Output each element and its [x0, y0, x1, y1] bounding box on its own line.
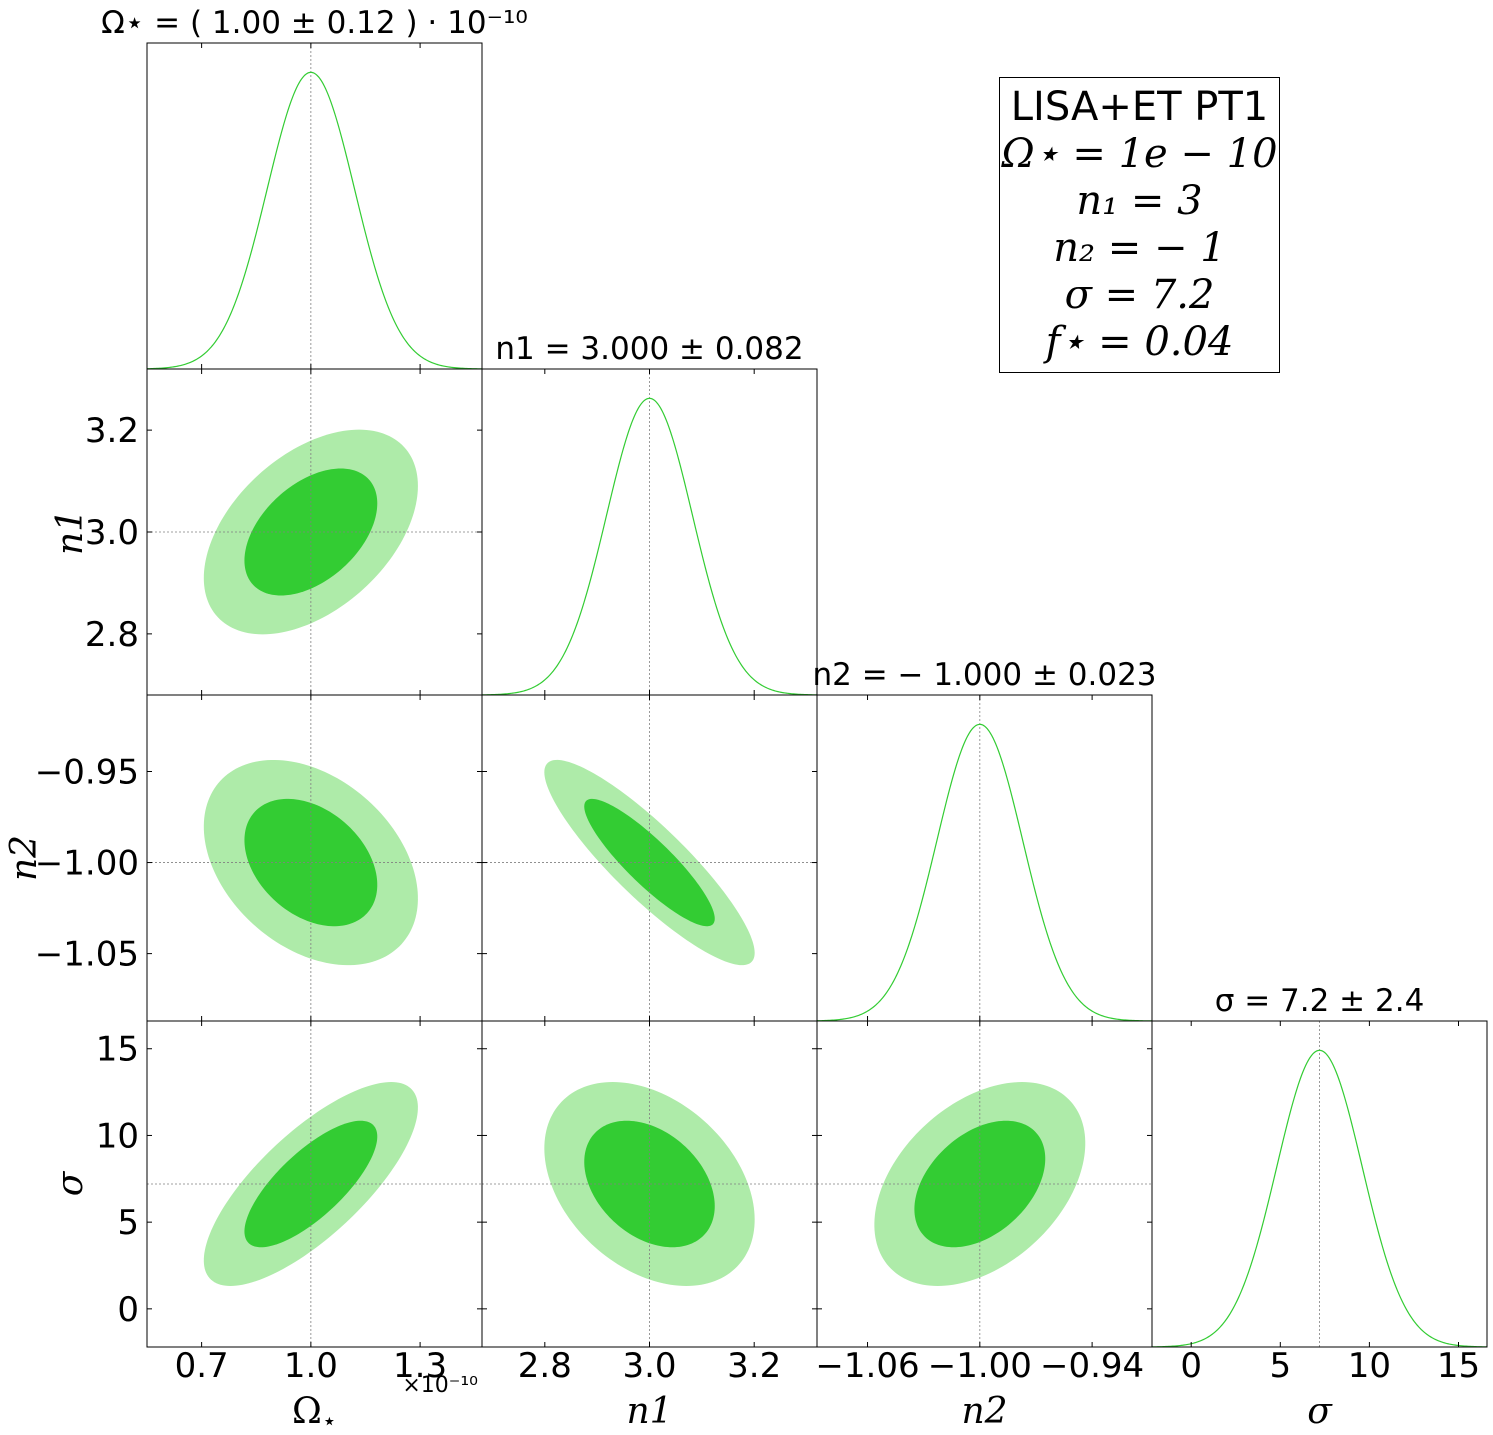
x-tick-label: 10 — [1348, 1346, 1391, 1386]
panel-frame — [146, 42, 483, 370]
y-tick-label: 10 — [96, 1116, 139, 1156]
y-tick-label: 0 — [117, 1290, 139, 1330]
panel-content — [147, 1021, 482, 1347]
legend-box: LISA+ET PT1 Ω⋆ = 1e − 10 n₁ = 3 n₂ = − 1… — [999, 77, 1280, 373]
x-tick-label: 1.0 — [284, 1346, 338, 1386]
marginal-curve-n1 — [482, 397, 817, 695]
legend-line-n1: n₁ = 3 — [1076, 178, 1203, 224]
panel-0-0 — [146, 42, 483, 370]
x-tick-label: −1.00 — [928, 1346, 1032, 1386]
panel-0-3 — [146, 1020, 483, 1348]
y-axis-label: n2 — [4, 835, 45, 881]
panel-3-3 — [1151, 1020, 1488, 1348]
x-axis-label-subscript: ⋆ — [322, 1407, 337, 1435]
y-tick-label: 5 — [117, 1203, 139, 1243]
legend-line-fstar: f⋆ = 0.04 — [1045, 319, 1234, 365]
contour-68 — [244, 468, 378, 596]
y-axis-label: n1 — [50, 509, 91, 555]
x-tick-label: 2.8 — [518, 1346, 572, 1386]
y-tick-label: −0.95 — [35, 752, 139, 792]
panel-frame — [816, 694, 1153, 1022]
panel-content — [482, 695, 817, 1021]
marginal-curve-Ω⋆ — [147, 71, 482, 369]
panel-2-2 — [816, 694, 1153, 1022]
x-tick-label: −0.94 — [1040, 1346, 1144, 1386]
panel-title: σ = 7.2 ± 2.4 — [1215, 983, 1425, 1019]
panel-title: n2 = − 1.000 ± 0.023 — [812, 657, 1156, 693]
x-tick-label: −1.06 — [815, 1346, 919, 1386]
contour-68 — [914, 1120, 1046, 1248]
marginal-curve-n2 — [817, 723, 1152, 1021]
legend-line-omega: Ω⋆ = 1e − 10 — [1001, 131, 1278, 177]
panel-content — [817, 695, 1152, 1021]
x-tick-label: 1.3 — [393, 1346, 447, 1386]
panel-content — [482, 369, 817, 695]
y-tick-label: 3.0 — [85, 513, 139, 553]
contour-68 — [584, 798, 715, 927]
x-axis-label: Ω⋆ — [292, 1391, 337, 1435]
contour-68 — [244, 798, 378, 927]
panel-content — [817, 1021, 1152, 1347]
panel-0-1 — [146, 368, 483, 696]
y-tick-label: 2.8 — [85, 615, 139, 655]
x-axis-label: n2 — [961, 1391, 1007, 1432]
y-tick-label: 3.2 — [85, 411, 139, 451]
contour-68 — [244, 1120, 378, 1248]
panel-1-2 — [481, 694, 818, 1022]
panel-content — [482, 1021, 817, 1347]
y-tick-label: −1.05 — [35, 935, 139, 975]
x-tick-label: 0.7 — [175, 1346, 229, 1386]
panel-content — [1152, 1021, 1487, 1347]
x-tick-label: 0 — [1180, 1346, 1202, 1386]
y-axis-label: σ — [50, 1170, 91, 1196]
x-tick-label: 3.2 — [727, 1346, 781, 1386]
x-axis-label: n1 — [626, 1391, 672, 1432]
y-tick-label: 15 — [96, 1030, 139, 1070]
x-tick-label: 3.0 — [622, 1346, 676, 1386]
panel-title: Ω⋆ = ( 1.00 ± 0.12 ) · 10⁻¹⁰ — [101, 5, 528, 41]
panel-frame — [1151, 1020, 1488, 1348]
axis-multiplier: ×10⁻¹⁰ — [402, 1373, 478, 1398]
contour-68 — [584, 1120, 715, 1248]
panel-content — [147, 695, 482, 1021]
legend-line-run: LISA+ET PT1 — [1010, 84, 1269, 130]
marginal-curve-σ — [1152, 1049, 1487, 1347]
x-tick-label: 15 — [1437, 1346, 1480, 1386]
panel-content — [147, 369, 482, 695]
y-tick-label: −1.00 — [35, 844, 139, 884]
x-axis-label: σ — [1307, 1391, 1333, 1432]
x-tick-label: 5 — [1269, 1346, 1291, 1386]
panel-content — [147, 43, 482, 369]
legend-line-sigma: σ = 7.2 — [1064, 272, 1215, 318]
panel-2-3 — [816, 1020, 1153, 1348]
panel-title: n1 = 3.000 ± 0.082 — [495, 331, 803, 367]
panel-0-2 — [146, 694, 483, 1022]
legend-line-n2: n₂ = − 1 — [1053, 225, 1226, 271]
panel-1-1 — [481, 368, 818, 696]
panel-1-3 — [481, 1020, 818, 1348]
